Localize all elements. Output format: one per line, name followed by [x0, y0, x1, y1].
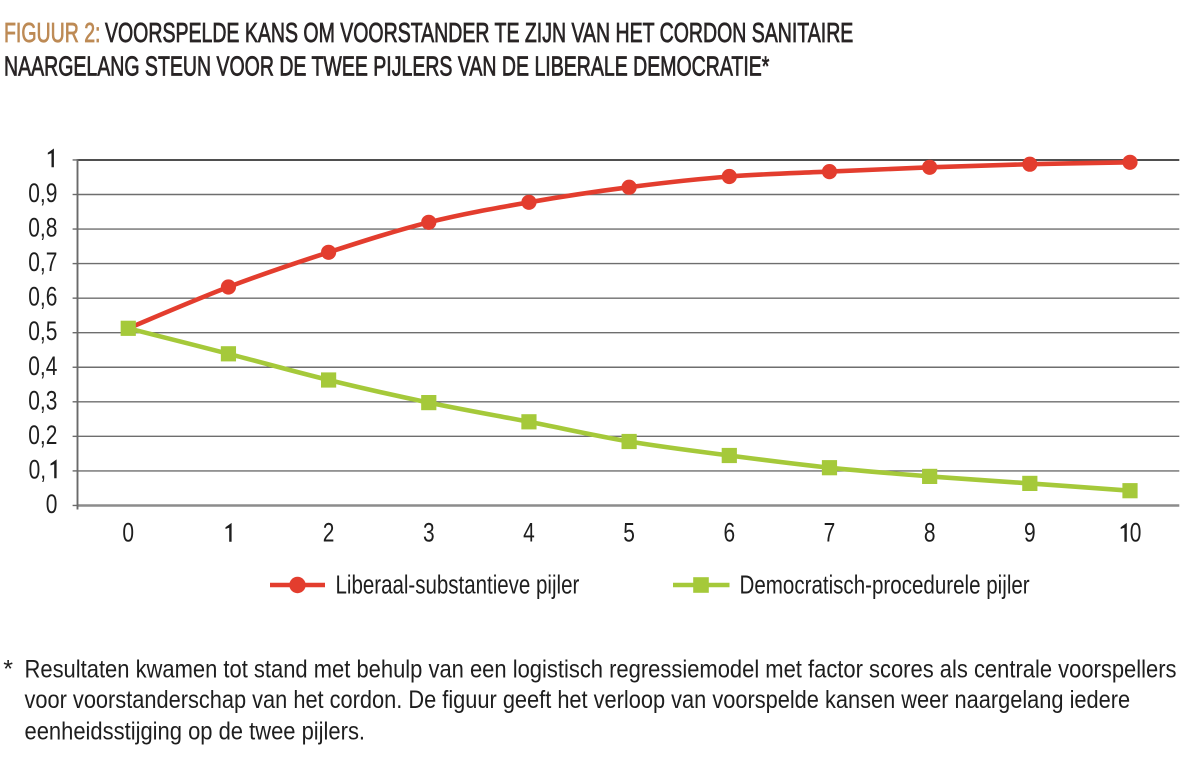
- svg-text:6: 6: [723, 518, 735, 548]
- svg-text:0,6: 0,6: [28, 282, 57, 312]
- svg-text:*: *: [3, 656, 13, 684]
- svg-text:0,9: 0,9: [28, 179, 57, 209]
- svg-text:Liberaal-substantieve pijler: Liberaal-substantieve pijler: [336, 570, 580, 599]
- svg-text:9: 9: [1024, 518, 1036, 548]
- svg-text:0,7: 0,7: [28, 248, 57, 278]
- svg-text:0: 0: [1130, 518, 1142, 548]
- svg-text:0: 0: [46, 490, 58, 520]
- svg-text:FIGUUR 2:VOORSPELDE KANS OM VO: FIGUUR 2: VOORSPELDE KANS OM VOORSTANDER …: [4, 18, 853, 49]
- svg-text:Resultaten kwamen tot stand me: Resultaten kwamen tot stand met behulp v…: [25, 655, 1177, 683]
- svg-text:voor voorstanderschap van het: voor voorstanderschap van het cordon. De…: [25, 685, 1131, 713]
- svg-text:0,3: 0,3: [28, 386, 57, 416]
- svg-text:0,4: 0,4: [28, 351, 57, 381]
- svg-text:4: 4: [523, 518, 535, 548]
- svg-text:0,: 0,: [29, 455, 46, 485]
- svg-text:5: 5: [623, 518, 635, 548]
- svg-text:0,5: 0,5: [28, 317, 57, 347]
- svg-text:0,8: 0,8: [28, 213, 57, 243]
- svg-text:7: 7: [824, 518, 836, 548]
- svg-text:NAARGELANG STEUN VOOR DE TWEE: NAARGELANG STEUN VOOR DE TWEE PIJLERS VA…: [4, 51, 769, 82]
- svg-text:Democratisch-procedurele pijle: Democratisch-procedurele pijler: [740, 570, 1030, 599]
- svg-text:2: 2: [323, 518, 335, 548]
- svg-text:eenheidsstijging op de twee pi: eenheidsstijging op de twee pijlers.: [25, 717, 366, 745]
- svg-text:0,2: 0,2: [28, 421, 57, 451]
- svg-text:0: 0: [122, 518, 134, 548]
- svg-text:8: 8: [924, 518, 936, 548]
- svg-text:3: 3: [423, 518, 435, 548]
